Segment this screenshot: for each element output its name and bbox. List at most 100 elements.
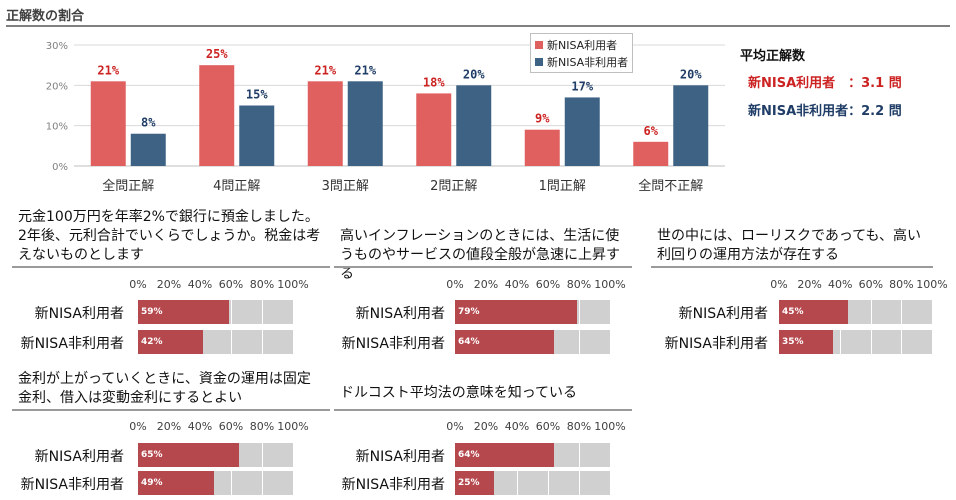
x-tick-label: 0% [770, 278, 788, 291]
row-label: 新NISA利用者 [678, 306, 768, 322]
bar-track: 49% [138, 471, 293, 495]
bar-users [416, 93, 452, 166]
x-tick-label: 100% [594, 278, 626, 291]
y-tick-label: 10% [46, 122, 68, 133]
x-tick-label: 20% [156, 278, 182, 291]
gridline [840, 330, 842, 354]
bar-value-label: 15% [246, 88, 268, 102]
x-axis-ticks: 0% 20% 40% 60% 80% 100% [129, 278, 308, 292]
y-tick-label: 20% [46, 81, 68, 92]
x-tick-label: 100% [277, 278, 309, 291]
x-tick-label: 100% [277, 420, 309, 433]
bar-value-label: 65% [141, 450, 163, 460]
bar-track: 64% [455, 330, 610, 354]
x-tick-label: 60% [218, 278, 244, 291]
question-text: 金利が上がっていくときに、資金の運用は固定金利、借入は変動金利にするとよい [18, 371, 311, 406]
legend-item-nonusers: 新NISA非利用者 [535, 53, 628, 70]
x-tick-label: 80% [249, 420, 275, 433]
bar-value-label: 59% [141, 307, 163, 317]
x-tick-label: 0% [446, 420, 464, 433]
bar-nonusers [130, 133, 166, 166]
question-divider [651, 266, 933, 268]
x-axis-ticks: 0% 20% 40% 60% 80% 100% [446, 420, 625, 434]
bar-track: 35% [779, 330, 932, 354]
bar-value-label: 25% [458, 478, 480, 488]
x-tick-label: 0% [446, 278, 464, 291]
x-tick-label: 20% [156, 420, 182, 433]
bar-users [524, 129, 560, 166]
question-divider [12, 266, 330, 268]
x-axis-ticks: 0% 20% 40% 60% 80% 100% [770, 278, 947, 292]
row-label: 新NISA利用者 [34, 449, 124, 465]
average-nonusers: 新NISA非利用者：2.2 問 [748, 104, 902, 119]
x-axis-ticks: 0% 20% 40% 60% 80% 100% [129, 420, 308, 434]
bar-fill [138, 300, 230, 324]
bar-fill [138, 443, 239, 467]
gridline [548, 471, 549, 495]
x-category-label: 4問正解 [213, 179, 260, 194]
bar-value-label: 35% [782, 337, 804, 347]
row-label: 新NISA非利用者 [20, 336, 124, 352]
row-label: 新NISA非利用者 [341, 336, 445, 352]
bar-value-label: 20% [680, 67, 702, 81]
x-tick-label: 80% [566, 278, 592, 291]
y-tick-label: 30% [46, 41, 68, 52]
row-label: 新NISA非利用者 [20, 477, 124, 493]
x-tick-label: 0% [129, 420, 147, 433]
bar-fill [138, 471, 214, 495]
gridline [870, 300, 872, 324]
x-tick-label: 80% [566, 420, 592, 433]
gridline [870, 330, 872, 354]
bar-fill [455, 471, 494, 495]
row-label: 新NISA利用者 [355, 449, 445, 465]
question-divider [12, 409, 330, 411]
bar-nonusers [239, 105, 275, 166]
section-title: 正解数の割合 [6, 9, 85, 24]
bar-value-label: 64% [458, 450, 480, 460]
x-category-label: 2問正解 [430, 179, 477, 194]
bar-fill [779, 330, 833, 354]
bar-value-label: 9% [535, 112, 550, 126]
x-tick-label: 60% [858, 278, 884, 291]
x-tick-label: 20% [797, 278, 822, 291]
bar-value-label: 18% [423, 75, 445, 89]
x-tick-label: 20% [473, 420, 499, 433]
x-tick-label: 60% [535, 278, 561, 291]
main-bar-chart: 0% 10% 20% 30% 21% 8% 全問正解 25% 15% 4問正解 21% 21% 3問正解… [46, 41, 725, 194]
gridline [579, 330, 580, 354]
gridline [579, 300, 580, 324]
x-tick-label: 100% [916, 278, 948, 291]
bar-fill [138, 330, 204, 354]
x-category-label: 全問不正解 [638, 178, 703, 194]
bar-value-label: 25% [206, 47, 228, 61]
x-tick-label: 60% [218, 420, 244, 433]
bar-fill [455, 300, 578, 324]
bar-value-label: 6% [644, 124, 659, 138]
bar-nonusers [564, 97, 600, 166]
bar-track: 42% [138, 330, 293, 354]
bar-value-label: 8% [141, 116, 156, 130]
gridline [262, 443, 263, 467]
bar-value-label: 21% [97, 63, 119, 77]
x-tick-label: 20% [473, 278, 499, 291]
bar-value-label: 42% [141, 337, 163, 347]
legend-swatch-nonusers [535, 57, 543, 66]
gridline [262, 330, 263, 354]
bar-users [199, 65, 235, 166]
gridline [262, 471, 263, 495]
gridline [901, 330, 903, 354]
bar-value-label: 20% [463, 67, 485, 81]
bar-users [307, 81, 343, 166]
chart-legend: 新NISA利用者 新NISA非利用者 [530, 33, 634, 73]
bar-track: 25% [455, 471, 610, 495]
bar-nonusers [673, 85, 709, 166]
x-tick-label: 100% [594, 420, 626, 433]
x-tick-label: 0% [129, 278, 147, 291]
bar-value-label: 45% [782, 307, 804, 317]
bar-track: 45% [779, 300, 932, 324]
gridline [231, 300, 232, 324]
bar-fill [779, 300, 848, 324]
legend-item-users: 新NISA利用者 [535, 36, 628, 53]
bar-track: 79% [455, 300, 610, 324]
x-tick-label: 40% [827, 278, 853, 291]
